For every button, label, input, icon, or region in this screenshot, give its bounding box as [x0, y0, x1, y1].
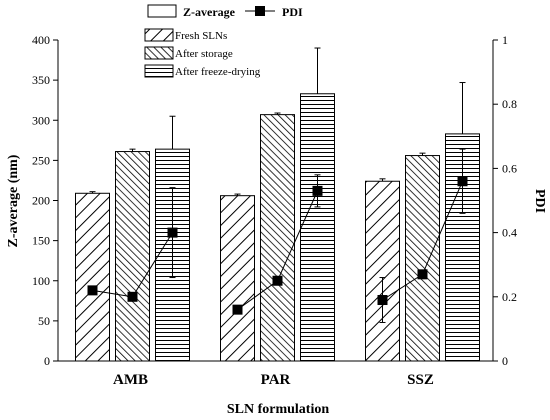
pdi-point [312, 185, 323, 196]
bar-fresh-slns-amb [75, 192, 110, 362]
legend-swatch-storage [144, 46, 174, 60]
y-tick-label: 200 [32, 194, 50, 208]
y-tick-label: 0 [44, 354, 50, 368]
pdi-point [417, 269, 428, 280]
x-category-label: SSZ [407, 372, 434, 388]
pdi-point [87, 285, 98, 296]
pdi-point [377, 295, 388, 306]
pdi-point [232, 304, 243, 315]
legend-swatch-freeze [144, 64, 174, 78]
y-right-tick-label: 1 [502, 33, 508, 47]
pdi-point [127, 291, 138, 302]
plot-area: 0 50 100 150 200 250 300 350 400 0 0.2 0.4 0.6 0.8 1 AM… [32, 33, 517, 388]
y-right-tick-label: 0 [502, 354, 508, 368]
legend-pdi-label: PDI [282, 5, 303, 19]
bar-after-storage-par [260, 114, 295, 362]
bar-after-freeze-drying-par [300, 93, 335, 362]
y-tick-label: 100 [32, 274, 50, 288]
bar-after-storage-amb [115, 151, 150, 362]
y-right-tick-label: 0.2 [502, 290, 517, 304]
y-right-tick-label: 0.8 [502, 97, 517, 111]
legend-series: Fresh SLNs After storage After freeze-dr… [144, 28, 261, 78]
legend-label-storage: After storage [175, 48, 233, 60]
y-tick-label: 300 [32, 113, 50, 127]
legend-zavg-label: Z-average [183, 5, 236, 19]
y-tick-label: 400 [32, 33, 50, 47]
bar-after-storage-ssz [405, 155, 440, 362]
y-tick-label: 150 [32, 234, 50, 248]
y-tick-label: 250 [32, 153, 50, 167]
y-right-tick-label: 0.4 [502, 226, 517, 240]
bar-fresh-slns-ssz [365, 180, 400, 362]
pdi-point [272, 275, 283, 286]
legend-label-freeze: After freeze-drying [175, 66, 261, 78]
legend-pdi-marker [255, 6, 265, 16]
x-category-label: AMB [113, 372, 148, 388]
pdi-point [457, 176, 468, 187]
bar-fresh-slns-par [220, 195, 255, 362]
x-axis-title: SLN formulation [227, 402, 330, 417]
legend-label-fresh: Fresh SLNs [175, 30, 227, 42]
y-axis-right-title: PDI [532, 189, 547, 213]
legend-swatch-fresh [144, 28, 174, 42]
y-right-tick-label: 0.6 [502, 161, 517, 175]
y-axis-title: Z-average (nm) [6, 154, 21, 247]
legend-top: Z-average PDI [147, 4, 303, 19]
pdi-point [167, 227, 178, 238]
y-tick-label: 350 [32, 73, 50, 87]
y-tick-label: 50 [38, 314, 50, 328]
legend-zavg-box [147, 4, 177, 18]
x-category-label: PAR [261, 372, 291, 388]
